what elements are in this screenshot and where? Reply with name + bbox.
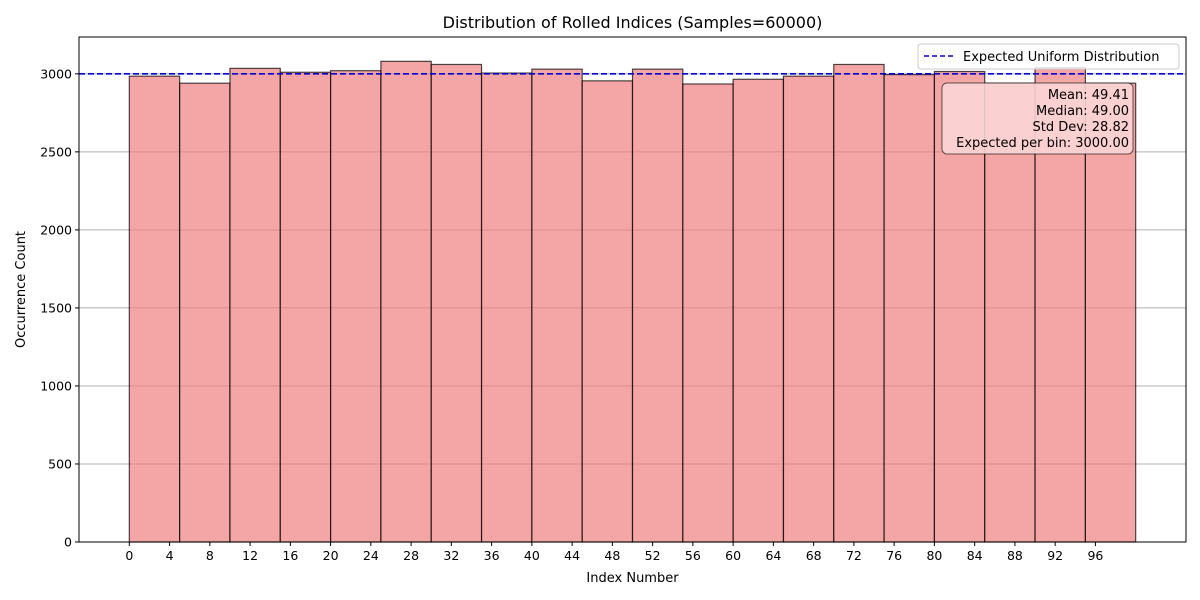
y-tick-label: 1000 [40,378,72,393]
plot-frame [78,36,1187,543]
histogram-bar [782,75,835,543]
x-tick-label: 32 [443,548,459,563]
chart-title: Distribution of Rolled Indices (Samples=… [443,13,823,32]
x-tick-label: 76 [886,548,902,563]
bars-layer [128,60,1137,543]
histogram-bar [329,70,382,543]
legend-label: Expected Uniform Distribution [963,50,1159,65]
x-tick-label: 72 [846,548,862,563]
histogram-bar [480,72,533,543]
histogram-bar [531,68,583,543]
histogram-bar [1084,82,1137,543]
x-tick-label: 44 [564,548,580,563]
x-tick-label: 60 [725,548,741,563]
x-tick-label: 56 [685,548,701,563]
x-tick-label: 36 [484,548,500,563]
x-tick-label: 24 [363,548,379,563]
x-tick-label: 80 [926,548,942,563]
histogram-bar [833,63,885,543]
x-tick-label: 20 [323,548,339,563]
x-tick-label: 64 [765,548,781,563]
x-tick-label: 0 [125,548,133,563]
histogram-bar [430,63,483,543]
stats-expected-per-bin: Expected per bin: 3000.00 [956,136,1129,151]
y-tick-label: 2000 [40,222,72,237]
legend-box [917,43,1180,70]
histogram-bar [581,80,634,543]
x-tick-label: 4 [166,548,174,563]
y-tick-label: 500 [48,456,72,471]
x-tick-label: 68 [806,548,822,563]
histogram-bar [732,78,785,543]
histogram-bar [279,71,332,543]
x-tick-label: 8 [206,548,214,563]
histogram-bar [229,67,281,543]
x-tick-label: 40 [524,548,540,563]
stats-box-background [941,82,1134,155]
y-tick-label: 1500 [40,300,72,315]
y-tick-label: 2500 [40,144,72,159]
histogram-bar [883,74,936,543]
x-axis-label: Index Number [586,571,679,586]
histogram-bar [380,60,432,543]
stats-box: Mean: 49.41 Median: 49.00 Std Dev: 28.82… [941,82,1134,155]
histogram-bar [631,68,684,543]
y-axis: 0 500 1000 1500 2000 2500 3000 [40,66,79,550]
stats-median: Median: 49.00 [1036,104,1129,119]
stats-mean: Mean: 49.41 [1048,88,1129,103]
x-tick-label: 52 [645,548,661,563]
x-tick-label: 84 [967,548,983,563]
legend: Expected Uniform Distribution [917,43,1180,70]
histogram-bar [682,83,734,543]
x-tick-label: 88 [1007,548,1023,563]
x-tick-label: 16 [282,548,298,563]
y-axis-label: Occurrence Count [14,231,29,348]
y-tick-label: 3000 [40,66,72,81]
x-tick-label: 12 [242,548,258,563]
y-tick-label: 0 [64,535,72,550]
x-axis: 0 4 8 12 16 20 24 28 32 36 40 44 48 52 56 60 64 68 72 76 80 8… [125,542,1103,563]
histogram-bar [179,82,231,543]
stats-std-dev: Std Dev: 28.82 [1033,120,1129,135]
x-tick-label: 28 [403,548,419,563]
x-tick-label: 48 [604,548,620,563]
x-tick-label: 92 [1047,548,1063,563]
x-tick-label: 96 [1087,548,1103,563]
histogram-bar [128,75,181,543]
